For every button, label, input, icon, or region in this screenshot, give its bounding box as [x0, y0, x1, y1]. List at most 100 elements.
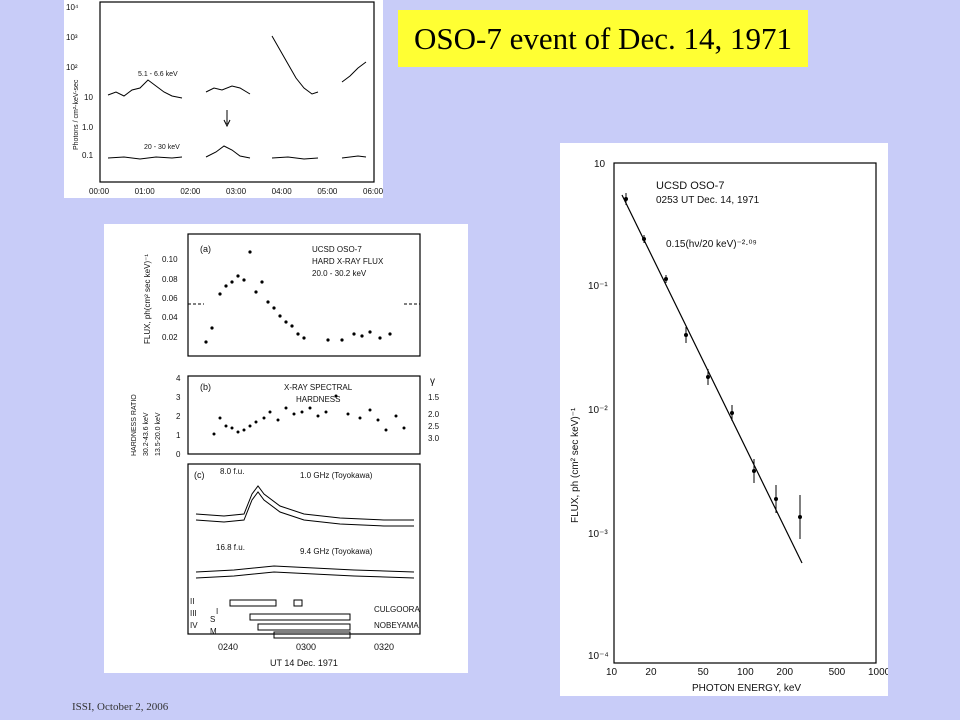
- panel-b-gamma-2.0: 2.0: [428, 410, 440, 419]
- panel-b-point: [218, 416, 222, 420]
- spectrum-x-tick: 50: [698, 667, 710, 678]
- panel-b-point: [358, 416, 362, 420]
- panel-b-point: [276, 418, 280, 422]
- burst-type-IV: IV: [190, 621, 198, 630]
- panel-b-point: [212, 432, 216, 436]
- lightcurve-x-tick: 00:00: [89, 187, 110, 196]
- burst-bar-2: [293, 599, 303, 607]
- y-tick-1e4: 10⁴: [66, 3, 79, 12]
- panel-a-point: [242, 278, 246, 282]
- panel-a-point: [204, 340, 208, 344]
- trace-low-segment-1: [107, 79, 183, 99]
- panel-b-point: [346, 412, 350, 416]
- panel-b-ylabel-2: 30.2-43.6 keV: [143, 412, 150, 456]
- panel-c-ghz-2: 9.4 GHz (Toyokawa): [300, 547, 373, 556]
- panel-b-ylabel-3: 13.5-20.0 keV: [155, 412, 162, 456]
- panel-a-point: [368, 330, 372, 334]
- panel-a-line-2: HARD X-RAY FLUX: [312, 257, 384, 266]
- y-tick-1e3: 10³: [66, 33, 78, 42]
- panel-a-ytick-0.04: 0.04: [162, 313, 178, 322]
- spectrum-x-tick: 500: [829, 667, 846, 678]
- panel-a-point: [326, 338, 330, 342]
- burst-bar-3: [249, 613, 351, 621]
- panel-c-ghz-1: 1.0 GHz (Toyokawa): [300, 471, 373, 480]
- panel-b-ylabel-1: HARDNESS RATIO: [131, 394, 138, 456]
- x-tick-0240: 0240: [218, 642, 238, 652]
- y-tick-1e2: 10²: [66, 63, 78, 72]
- lightcurve-x-tick: 04:00: [272, 187, 293, 196]
- panel-b-ytick-4: 4: [176, 374, 181, 383]
- lightcurve-x-tick: 01:00: [135, 187, 156, 196]
- spectrum-x-tick: 20: [645, 667, 657, 678]
- spectrum-line-2: 0253 UT Dec. 14, 1971: [656, 195, 760, 206]
- slide-title-box: OSO-7 event of Dec. 14, 1971: [398, 10, 808, 67]
- panel-b-point: [268, 410, 272, 414]
- panel-a-ylabel: FLUX, ph(cm² sec keV)⁻¹: [143, 254, 152, 344]
- spectrum-ytick-1e-4: 10⁻⁴: [588, 651, 609, 662]
- panel-a-point: [230, 280, 234, 284]
- panel-a-point: [248, 250, 252, 254]
- panel-a-ytick-0.08: 0.08: [162, 275, 178, 284]
- middle-xlabel: UT 14 Dec. 1971: [270, 658, 338, 668]
- spectrum-fit-label: 0.15(hν/20 keV)⁻²·⁰⁹: [666, 239, 757, 250]
- spectrum-ylabel: FLUX, ph (cm² sec keV)⁻¹: [570, 407, 581, 523]
- radio-1ghz-lower: [195, 491, 414, 527]
- lightcurve-plot: 10⁴ 10³ 10² 10 1.0 0.1 Photons / cm²-keV…: [66, 1, 383, 196]
- nobeyama-label: NOBEYAMA: [374, 621, 419, 630]
- lightcurve-x-tick: 06:00: [363, 187, 383, 196]
- burst-i-label: I: [216, 607, 218, 616]
- panel-b-point: [254, 420, 258, 424]
- spectrum-x-ticks: 10 20 50 100 200 500 1000: [606, 667, 888, 678]
- y-tick-0.1: 0.1: [82, 151, 94, 160]
- x-tick-0320: 0320: [374, 642, 394, 652]
- lightcurve-x-ticks: 00:00 01:00 02:00 03:00 04:00 05:00 06:00: [89, 187, 383, 196]
- burst-m-label: M: [210, 627, 217, 636]
- panel-b-point: [334, 394, 338, 398]
- lightcurve-x-tick: 05:00: [317, 187, 338, 196]
- panel-b-label: (b): [200, 382, 211, 392]
- x-tick-0300: 0300: [296, 642, 316, 652]
- panel-a-ytick-0.02: 0.02: [162, 333, 178, 342]
- panel-b-point: [284, 406, 288, 410]
- burst-bar-4: [257, 623, 351, 631]
- lightcurve-x-tick: 03:00: [226, 187, 247, 196]
- trace-low-segment-3: [271, 35, 319, 95]
- panel-a-point: [340, 338, 344, 342]
- panel-a-point: [254, 290, 258, 294]
- spectrum-points: [624, 193, 802, 539]
- panel-b-point: [262, 416, 266, 420]
- figure-lightcurve-panel: 10⁴ 10³ 10² 10 1.0 0.1 Photons / cm²-keV…: [64, 0, 383, 198]
- panel-a-point: [272, 306, 276, 310]
- slide-title: OSO-7 event of Dec. 14, 1971: [414, 20, 792, 56]
- panel-a-point: [224, 284, 228, 288]
- lightcurve-x-tick: 02:00: [180, 187, 201, 196]
- radio-1ghz-upper: [195, 485, 414, 521]
- panel-a-point: [266, 300, 270, 304]
- panel-b-point: [402, 426, 406, 430]
- trace-high-segment-1: [107, 156, 183, 160]
- label-low-energy: 5.1 - 6.6 keV: [138, 71, 178, 78]
- panel-a-ytick-0.06: 0.06: [162, 294, 178, 303]
- panel-b-point: [300, 410, 304, 414]
- label-high-energy: 20 - 30 keV: [144, 144, 180, 151]
- panel-b-point: [292, 412, 296, 416]
- spectrum-ytick-10: 10: [594, 159, 606, 170]
- y-tick-1: 1.0: [82, 123, 94, 132]
- trace-high-segment-4: [341, 155, 367, 159]
- panel-b-point: [248, 424, 252, 428]
- panel-b-point: [394, 414, 398, 418]
- burst-bar-5: [273, 631, 351, 639]
- panel-b-gamma: γ: [430, 376, 435, 387]
- panel-b-ytick-2: 2: [176, 412, 181, 421]
- burst-s-label: S: [210, 615, 215, 624]
- panel-b-point: [242, 428, 246, 432]
- peak-arrow: [223, 110, 231, 128]
- panel-b-point: [236, 430, 240, 434]
- panel-b-line-2: HARDNESS: [296, 395, 340, 404]
- spectrum-frame: [613, 162, 877, 664]
- radio-9ghz-upper: [195, 565, 415, 573]
- panel-b-point: [230, 426, 234, 430]
- panel-b-point: [384, 428, 388, 432]
- trace-low-segment-2: [205, 85, 251, 95]
- figure-spectrum-panel: UCSD OSO-7 0253 UT Dec. 14, 1971 0.15(hν…: [560, 143, 888, 696]
